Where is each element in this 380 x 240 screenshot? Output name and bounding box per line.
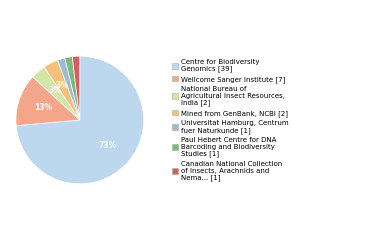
Wedge shape (33, 67, 80, 120)
Legend: Centre for Biodiversity
Genomics [39], Wellcome Sanger Institute [7], National B: Centre for Biodiversity Genomics [39], W… (171, 58, 289, 182)
Text: 3%: 3% (48, 86, 61, 96)
Text: 3%: 3% (56, 81, 69, 90)
Wedge shape (16, 77, 80, 126)
Wedge shape (44, 60, 80, 120)
Wedge shape (16, 56, 144, 184)
Wedge shape (65, 57, 80, 120)
Wedge shape (72, 56, 80, 120)
Text: 13%: 13% (35, 103, 52, 112)
Text: 73%: 73% (99, 141, 117, 150)
Wedge shape (58, 58, 80, 120)
